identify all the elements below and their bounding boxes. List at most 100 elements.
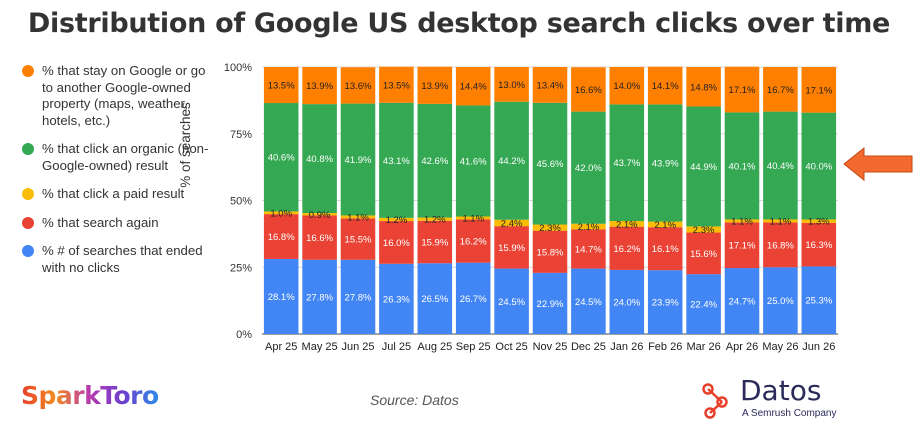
x-tick-label: Jan 26 bbox=[610, 341, 643, 353]
x-tick-label: Dec 25 bbox=[571, 341, 606, 353]
data-label: 42.6% bbox=[421, 156, 448, 167]
legend-swatch bbox=[22, 65, 34, 77]
legend-label: % that stay on Google or go to another G… bbox=[42, 63, 206, 128]
data-label: 25.3% bbox=[805, 296, 832, 307]
x-tick-label: Jun 26 bbox=[802, 341, 835, 353]
y-tick-label: 75% bbox=[230, 129, 252, 141]
bar-segment bbox=[763, 219, 798, 223]
data-label: 26.5% bbox=[421, 294, 448, 305]
data-label: 2.1% bbox=[616, 219, 638, 230]
data-label: 41.9% bbox=[345, 155, 372, 166]
bar-segment bbox=[724, 112, 760, 220]
bar-segment bbox=[647, 227, 683, 271]
bar-segment bbox=[263, 103, 299, 212]
legend-item: % that click an organic (non-Google-owne… bbox=[22, 141, 212, 174]
chart-title: Distribution of Google US desktop search… bbox=[27, 8, 891, 39]
legend-label: % that click an organic (non-Google-owne… bbox=[42, 141, 209, 173]
bar-segment bbox=[724, 268, 760, 334]
data-label: 16.8% bbox=[767, 240, 794, 251]
data-label: 24.0% bbox=[613, 297, 640, 308]
data-label: 0.9% bbox=[309, 210, 331, 221]
bar-segment bbox=[455, 262, 491, 334]
data-label: 25.0% bbox=[767, 296, 794, 307]
data-label: 17.1% bbox=[729, 85, 756, 96]
data-label: 16.8% bbox=[268, 232, 295, 243]
data-label: 16.2% bbox=[613, 244, 640, 255]
data-label: 27.8% bbox=[306, 292, 333, 303]
bar-segment bbox=[571, 268, 606, 334]
highlight-arrow-icon bbox=[843, 147, 913, 182]
data-label: 26.3% bbox=[383, 294, 410, 305]
bar-segment bbox=[302, 259, 337, 334]
bar-segment bbox=[801, 222, 837, 267]
x-tick-label: Mar 26 bbox=[686, 341, 720, 353]
data-label: 16.6% bbox=[306, 233, 333, 244]
bar-segment bbox=[263, 67, 299, 104]
data-label: 43.7% bbox=[613, 158, 640, 169]
bar-segment bbox=[609, 269, 645, 334]
data-label: 27.8% bbox=[345, 292, 372, 303]
legend-label: % that search again bbox=[42, 214, 159, 230]
data-label: 43.9% bbox=[652, 158, 679, 169]
data-label: 1.0% bbox=[270, 208, 292, 219]
data-label: 16.1% bbox=[652, 244, 679, 255]
data-label: 13.6% bbox=[345, 81, 372, 92]
data-label: 1.1% bbox=[462, 213, 484, 224]
legend-swatch bbox=[22, 245, 34, 257]
data-label: 13.5% bbox=[268, 81, 295, 92]
bar-segment bbox=[801, 67, 837, 113]
bar-segment bbox=[801, 219, 837, 223]
data-label: 17.1% bbox=[805, 85, 832, 96]
bar-segment bbox=[763, 111, 798, 220]
data-label: 14.1% bbox=[652, 81, 679, 92]
data-label: 42.0% bbox=[575, 163, 602, 174]
bar-segment bbox=[686, 226, 721, 233]
bar-segment bbox=[417, 217, 453, 221]
bar-segment bbox=[724, 66, 760, 113]
data-label: 13.5% bbox=[383, 80, 410, 91]
data-label: 2.1% bbox=[578, 222, 600, 233]
legend-item: % that search again bbox=[22, 215, 212, 232]
bar-segment bbox=[686, 274, 721, 334]
bar-segment bbox=[494, 101, 529, 220]
data-label: 1.2% bbox=[386, 215, 408, 226]
bar-segment bbox=[724, 219, 760, 223]
y-tick-label: 50% bbox=[230, 196, 252, 208]
legend-swatch bbox=[22, 143, 34, 155]
data-label: 15.9% bbox=[498, 243, 525, 254]
data-label: 2.4% bbox=[501, 218, 523, 229]
bar-segment bbox=[686, 232, 721, 275]
bar-segment bbox=[532, 230, 568, 273]
datos-wordmark: Datos bbox=[740, 374, 822, 407]
bar-segment bbox=[340, 218, 376, 260]
data-label: 16.7% bbox=[767, 85, 794, 96]
bar-segment bbox=[532, 67, 568, 103]
bar-segment bbox=[801, 266, 837, 334]
bar-segment bbox=[302, 215, 337, 260]
data-label: 23.9% bbox=[652, 298, 679, 309]
bar-segment bbox=[609, 226, 645, 270]
bar-segment bbox=[724, 222, 760, 269]
data-label: 15.8% bbox=[537, 247, 564, 258]
data-label: 24.5% bbox=[575, 297, 602, 308]
data-label: 1.1% bbox=[731, 216, 753, 227]
bar-segment bbox=[302, 67, 337, 105]
bar-segment bbox=[263, 258, 299, 334]
data-label: 45.6% bbox=[537, 159, 564, 170]
data-label: 24.5% bbox=[498, 297, 525, 308]
bar-segment bbox=[571, 111, 606, 224]
bar-segment bbox=[763, 67, 798, 112]
legend-label: % # of searches that ended with no click… bbox=[42, 243, 203, 275]
data-label: 13.0% bbox=[498, 80, 525, 91]
x-tick-label: Feb 26 bbox=[648, 341, 682, 353]
x-tick-label: Nov 25 bbox=[533, 341, 568, 353]
bar-segment bbox=[379, 66, 414, 103]
bar-segment bbox=[263, 211, 299, 215]
data-label: 14.8% bbox=[690, 82, 717, 93]
data-label: 14.4% bbox=[460, 82, 487, 93]
data-label: 26.7% bbox=[460, 294, 487, 305]
bar-segment bbox=[455, 67, 491, 106]
data-label: 44.9% bbox=[690, 162, 717, 173]
data-label: 13.9% bbox=[306, 81, 333, 92]
